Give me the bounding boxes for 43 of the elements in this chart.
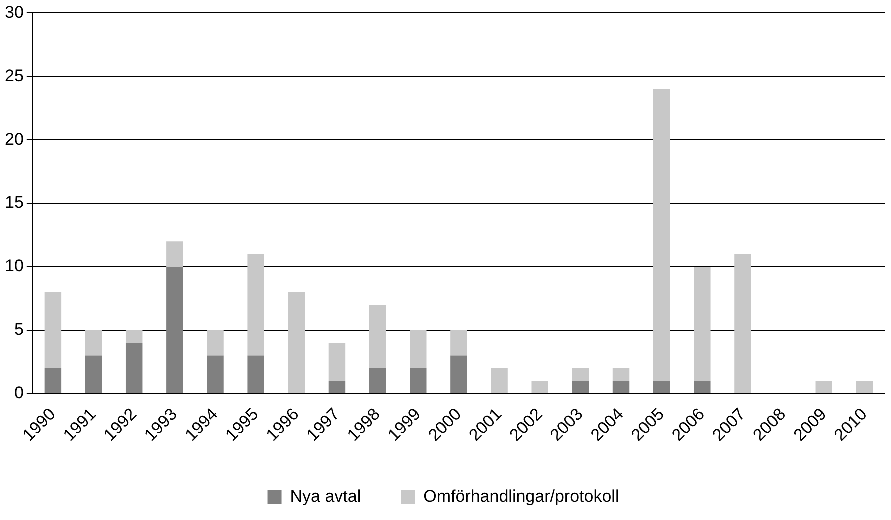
legend-label: Omförhandlingar/protokoll — [424, 487, 620, 506]
bar — [166, 242, 184, 267]
y-tick-label: 25 — [4, 66, 24, 86]
bar — [288, 292, 306, 394]
y-tick-label: 10 — [4, 256, 24, 276]
bar — [450, 356, 468, 394]
bar — [126, 343, 143, 394]
bar — [612, 381, 630, 394]
bar — [410, 330, 427, 368]
bar — [248, 356, 264, 394]
bar — [694, 381, 711, 394]
bar — [653, 381, 670, 394]
bar — [248, 254, 264, 356]
bar — [816, 381, 833, 394]
legend-label: Nya avtal — [290, 487, 362, 506]
bar — [44, 292, 62, 368]
bar — [44, 368, 62, 394]
bar — [856, 381, 874, 394]
y-tick-label: 5 — [14, 320, 24, 340]
bar — [532, 381, 548, 394]
bar — [166, 266, 184, 394]
bar — [369, 305, 386, 368]
y-tick-label: 0 — [14, 384, 24, 403]
bar — [85, 330, 102, 356]
bar — [369, 368, 386, 394]
bar — [572, 381, 590, 394]
bar — [734, 254, 752, 394]
bar — [207, 356, 224, 394]
bar — [207, 330, 224, 356]
y-tick-label: 15 — [4, 193, 24, 212]
bar — [328, 343, 346, 382]
bar — [450, 330, 468, 356]
bar — [653, 89, 670, 382]
bar — [572, 368, 590, 382]
y-tick-label: 20 — [4, 130, 24, 149]
bar — [694, 266, 711, 382]
bar — [328, 381, 346, 394]
bar — [85, 356, 102, 394]
y-tick-label: 30 — [4, 2, 24, 22]
bar — [491, 368, 508, 394]
bar — [612, 368, 630, 382]
bar — [126, 330, 143, 344]
bar — [410, 368, 427, 394]
